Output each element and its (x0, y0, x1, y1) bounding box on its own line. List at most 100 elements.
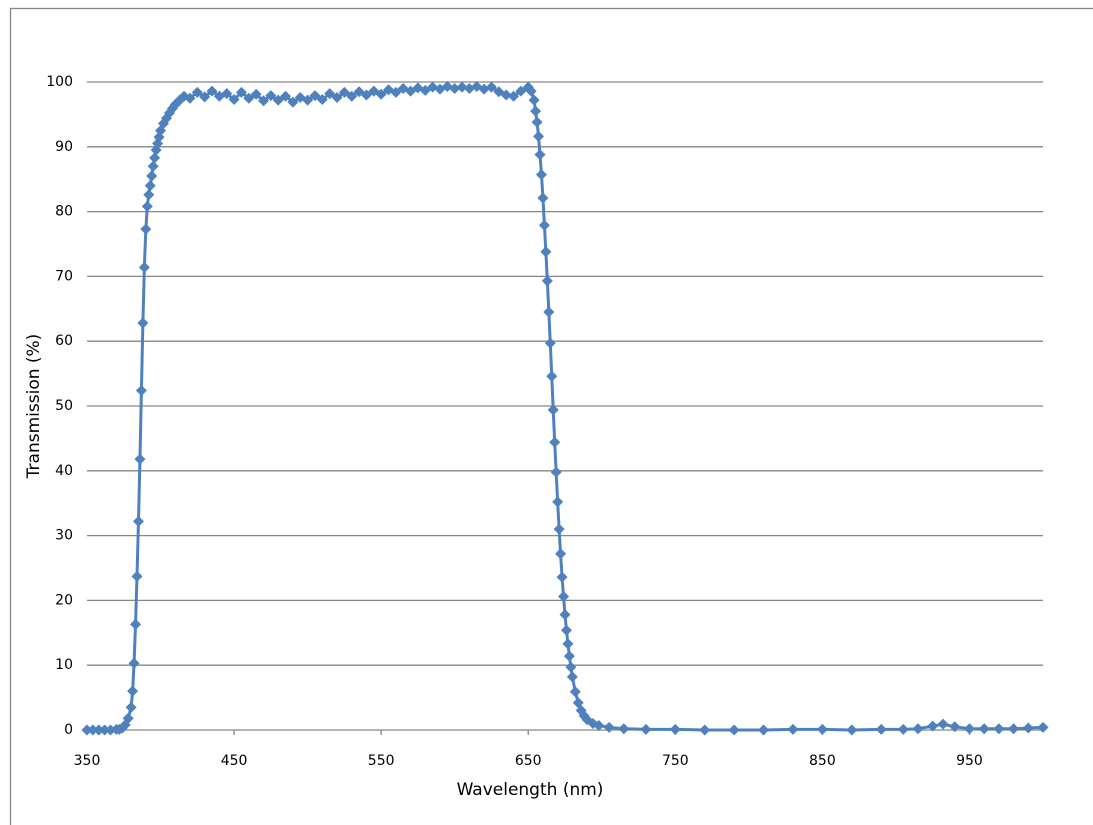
marker (1022, 722, 1034, 734)
x-tick-label: 650 (515, 753, 542, 769)
marker (302, 94, 314, 106)
marker (99, 724, 111, 736)
marker (553, 523, 565, 535)
y-tick-label: 80 (55, 204, 73, 220)
marker (515, 85, 527, 97)
marker (508, 90, 520, 102)
marker (537, 192, 549, 204)
marker (191, 86, 203, 98)
marker (221, 88, 233, 100)
marker (87, 724, 99, 736)
x-tick-label: 350 (74, 753, 101, 769)
marker (758, 724, 770, 736)
marker (547, 404, 559, 416)
marker (485, 81, 497, 93)
marker (184, 92, 196, 104)
marker (949, 721, 961, 733)
marker (338, 86, 350, 98)
marker (787, 723, 799, 735)
marker (257, 95, 269, 107)
marker (134, 453, 146, 465)
marker (603, 721, 615, 733)
marker (640, 723, 652, 735)
y-tick-label: 20 (55, 592, 73, 608)
marker (566, 671, 578, 683)
marker (360, 89, 372, 101)
marker (137, 317, 149, 329)
marker (538, 219, 550, 231)
x-tick-label: 750 (662, 753, 689, 769)
marker (128, 657, 140, 669)
marker (130, 618, 142, 630)
marker (546, 370, 558, 382)
marker (541, 275, 553, 287)
y-tick-label: 50 (55, 398, 73, 414)
y-axis-title: Transmission (%) (24, 334, 44, 480)
marker (331, 92, 343, 104)
x-tick-label: 950 (956, 753, 983, 769)
marker (543, 306, 555, 318)
marker (155, 125, 167, 137)
marker (993, 723, 1005, 735)
marker (250, 88, 262, 100)
marker (131, 570, 143, 582)
marker (559, 609, 571, 621)
marker (550, 466, 562, 478)
y-tick-label: 0 (64, 722, 73, 738)
marker (127, 685, 139, 697)
marker (135, 384, 147, 396)
marker (147, 160, 159, 172)
marker (525, 85, 537, 97)
marker (699, 724, 711, 736)
marker (81, 724, 93, 736)
marker (287, 96, 299, 108)
marker (618, 723, 630, 735)
marker (309, 90, 321, 102)
marker (324, 88, 336, 100)
marker (897, 723, 909, 735)
marker (531, 116, 543, 128)
marker (243, 92, 255, 104)
marker (669, 723, 681, 735)
x-axis-title: Wavelength (nm) (457, 780, 604, 800)
marker (728, 724, 740, 736)
marker (143, 189, 155, 201)
marker (149, 152, 161, 164)
marker (534, 149, 546, 161)
marker (199, 91, 211, 103)
marker (563, 650, 575, 662)
marker (528, 94, 540, 106)
marker (846, 724, 858, 736)
marker (565, 661, 577, 673)
marker (549, 436, 561, 448)
marker (555, 548, 567, 560)
y-tick-label: 60 (55, 333, 73, 349)
marker (390, 86, 402, 98)
marker (927, 720, 939, 732)
y-tick-label: 10 (55, 657, 73, 673)
marker (146, 170, 158, 182)
x-tick-label: 550 (368, 753, 395, 769)
marker (816, 723, 828, 735)
marker (533, 130, 545, 142)
marker (552, 496, 564, 508)
marker (937, 718, 949, 730)
marker (132, 515, 144, 527)
marker (1008, 723, 1020, 735)
marker (316, 93, 328, 105)
marker (535, 169, 547, 181)
marker (228, 93, 240, 105)
marker (265, 90, 277, 102)
marker (558, 591, 570, 603)
y-tick-label: 40 (55, 463, 73, 479)
marker (978, 723, 990, 735)
y-tick-label: 100 (46, 74, 73, 90)
chart-border (9, 7, 1093, 825)
marker (119, 719, 131, 731)
marker (141, 200, 153, 212)
y-tick-label: 30 (55, 528, 73, 544)
marker (875, 723, 887, 735)
marker (449, 82, 461, 94)
marker (272, 94, 284, 106)
